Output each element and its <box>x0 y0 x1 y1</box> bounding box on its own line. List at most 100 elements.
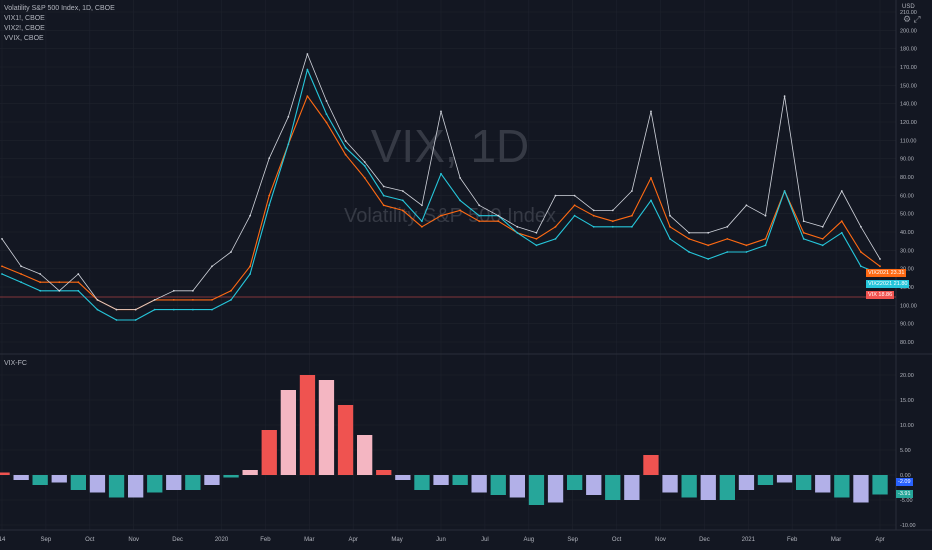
settings-gear-icon[interactable]: ⚙ <box>902 14 912 24</box>
time-tick-label: Jul <box>481 537 489 543</box>
histogram-bar <box>528 475 545 505</box>
fullscreen-icon[interactable]: ⤢ <box>913 14 921 24</box>
series-point <box>535 244 538 247</box>
series-point <box>287 116 290 118</box>
series-point <box>230 251 232 253</box>
series-point <box>382 185 385 188</box>
time-axis[interactable]: 14 Sep Oct Nov Dec 2020 Feb Mar Apr May Jun Jul Aug S… <box>0 537 885 543</box>
legend: Volatility S&P 500 Index, 1D, CBOE VIX1!… <box>4 4 115 44</box>
series-point <box>650 177 652 179</box>
legend-compare-1[interactable]: VIX1!, CBOE <box>4 15 45 22</box>
series-point <box>631 190 633 192</box>
legend-compare-3[interactable]: VVIX, CBOE <box>4 35 44 42</box>
price-tick-label: 150.00 <box>900 83 917 89</box>
price-tag: -3.91 <box>896 490 913 498</box>
time-tick-label: Oct <box>85 537 95 543</box>
indicator-price-axis[interactable]: 20.00 15.00 10.00 5.00 0.00 -5.00 -10.00 <box>900 373 916 529</box>
time-tick-label: Oct <box>612 537 622 543</box>
series-point <box>783 95 786 97</box>
histogram-bar <box>395 475 411 480</box>
grid-indicator <box>0 374 896 526</box>
histogram-bar <box>337 405 354 475</box>
series-point <box>764 244 767 247</box>
histogram-bar <box>51 475 67 483</box>
series-point <box>96 299 99 301</box>
time-tick-label: Sep <box>567 537 578 543</box>
time-tick-label: Apr <box>349 537 358 543</box>
series-point <box>172 308 175 311</box>
series-point <box>860 265 862 268</box>
series-point <box>707 258 710 260</box>
series-point <box>688 251 690 253</box>
histogram-bar <box>223 475 239 478</box>
series-point <box>382 194 385 197</box>
series-point <box>20 281 22 284</box>
histogram-bar <box>89 475 106 493</box>
series-point <box>344 153 347 156</box>
series-point <box>363 177 366 179</box>
time-tick-label: Feb <box>260 537 271 543</box>
series-point <box>459 177 461 179</box>
series-point <box>306 53 309 55</box>
histogram-bar <box>643 455 659 475</box>
histogram-bar <box>204 475 220 485</box>
histogram-bar <box>471 475 487 493</box>
series-point <box>840 220 843 223</box>
legend-compare-2[interactable]: VIX2!, CBOE <box>4 25 45 32</box>
histogram-bar <box>318 380 335 475</box>
series-point <box>611 209 614 212</box>
series-point <box>611 225 614 228</box>
price-tick-label: 180.00 <box>900 47 917 53</box>
series-point <box>535 231 538 234</box>
indicator-tick-label: 15.00 <box>900 398 914 404</box>
histogram-bar <box>547 475 564 503</box>
price-tick-label: 10.00 <box>900 285 914 291</box>
series-point <box>249 265 252 268</box>
histogram-bar <box>299 375 316 475</box>
series-point <box>516 225 519 228</box>
series-point <box>726 238 729 240</box>
histogram-bar <box>700 475 716 500</box>
series-point <box>802 231 805 234</box>
series-point <box>115 319 118 321</box>
series-point <box>58 281 61 284</box>
indicator-label[interactable]: VIX-FC <box>4 360 27 367</box>
price-tick-label: 200.00 <box>900 28 917 34</box>
series-point <box>325 121 328 124</box>
price-tick-label: 90.00 <box>900 157 914 163</box>
histogram-bar <box>166 475 182 490</box>
histogram-bar <box>490 475 506 495</box>
legend-main-symbol[interactable]: Volatility S&P 500 Index, 1D, CBOE <box>4 5 115 12</box>
series-point <box>478 220 481 223</box>
series-point <box>611 220 614 223</box>
series-point <box>20 273 22 275</box>
series-point <box>172 299 175 301</box>
histogram-bar <box>13 475 29 480</box>
series-point <box>821 238 824 240</box>
series-point <box>382 204 385 207</box>
series-point <box>592 209 595 212</box>
series-point <box>821 244 824 247</box>
histogram-bar <box>70 475 86 490</box>
currency-label[interactable]: USD <box>902 4 915 10</box>
series-point <box>363 164 366 167</box>
histogram-bar <box>0 472 10 475</box>
series-point <box>363 161 366 163</box>
histogram-bar <box>624 475 640 500</box>
price-axis[interactable]: 210.00 200.00 180.00 170.00 150.00 140.00 120.… <box>900 10 917 346</box>
histogram-bar <box>872 475 888 495</box>
time-tick-label: May <box>391 537 402 543</box>
series-point <box>268 204 271 207</box>
price-tick-label: 60.00 <box>900 193 914 199</box>
series-point <box>153 299 156 301</box>
time-tick-label: Jun <box>436 537 446 543</box>
histogram-bar <box>796 475 812 490</box>
series-point <box>821 225 824 228</box>
histogram-bar <box>776 475 793 483</box>
time-tick-label: 2021 <box>742 537 756 543</box>
series-point <box>573 204 576 207</box>
price-tick-label: 170.00 <box>900 65 917 71</box>
indicator-tick-label: 5.00 <box>900 448 911 454</box>
series-point <box>554 225 557 228</box>
